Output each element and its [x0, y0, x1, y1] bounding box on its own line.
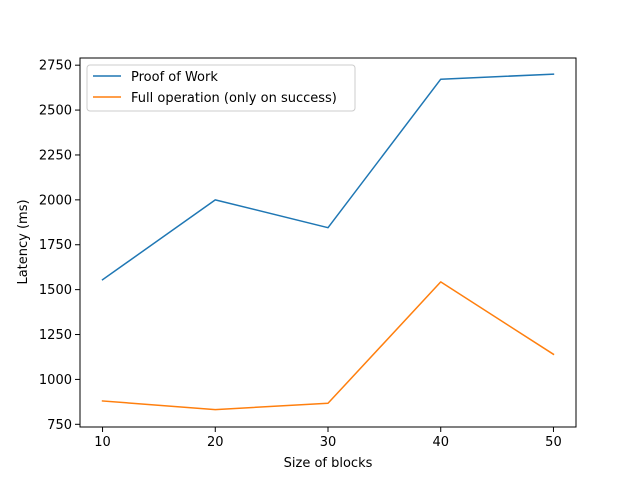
y-tick-label: 750 [47, 418, 72, 433]
y-tick-label: 1750 [39, 238, 72, 253]
x-tick-label: 20 [207, 435, 224, 450]
series-line-1 [101, 281, 555, 411]
x-tick-label: 50 [545, 435, 562, 450]
legend-label-full-operation: Full operation (only on success) [131, 91, 337, 106]
y-axis: 750 1000 1250 1500 1750 2000 2250 2500 2750 [39, 59, 80, 433]
y-tick-label: 1000 [39, 373, 72, 388]
y-tick-label: 1250 [39, 328, 72, 343]
x-axis: 10 20 30 40 50 [94, 427, 562, 450]
y-tick-label: 2250 [39, 148, 72, 163]
x-tick-label: 10 [94, 435, 111, 450]
legend-box [86, 64, 356, 112]
y-tick-label: 2500 [39, 104, 72, 119]
series-line-0 [101, 73, 555, 281]
series-layer [101, 73, 555, 411]
y-axis-title: Latency (ms) [16, 199, 31, 284]
x-tick-label: 40 [432, 435, 449, 450]
legend: Proof of Work Full operation (only on su… [86, 64, 356, 112]
y-tick-label: 2000 [39, 193, 72, 208]
x-axis-title: Size of blocks [284, 456, 373, 471]
legend-label-proof-of-work: Proof of Work [131, 70, 218, 85]
x-tick-label: 30 [320, 435, 337, 450]
y-tick-label: 2750 [39, 59, 72, 74]
y-tick-label: 1500 [39, 283, 72, 298]
